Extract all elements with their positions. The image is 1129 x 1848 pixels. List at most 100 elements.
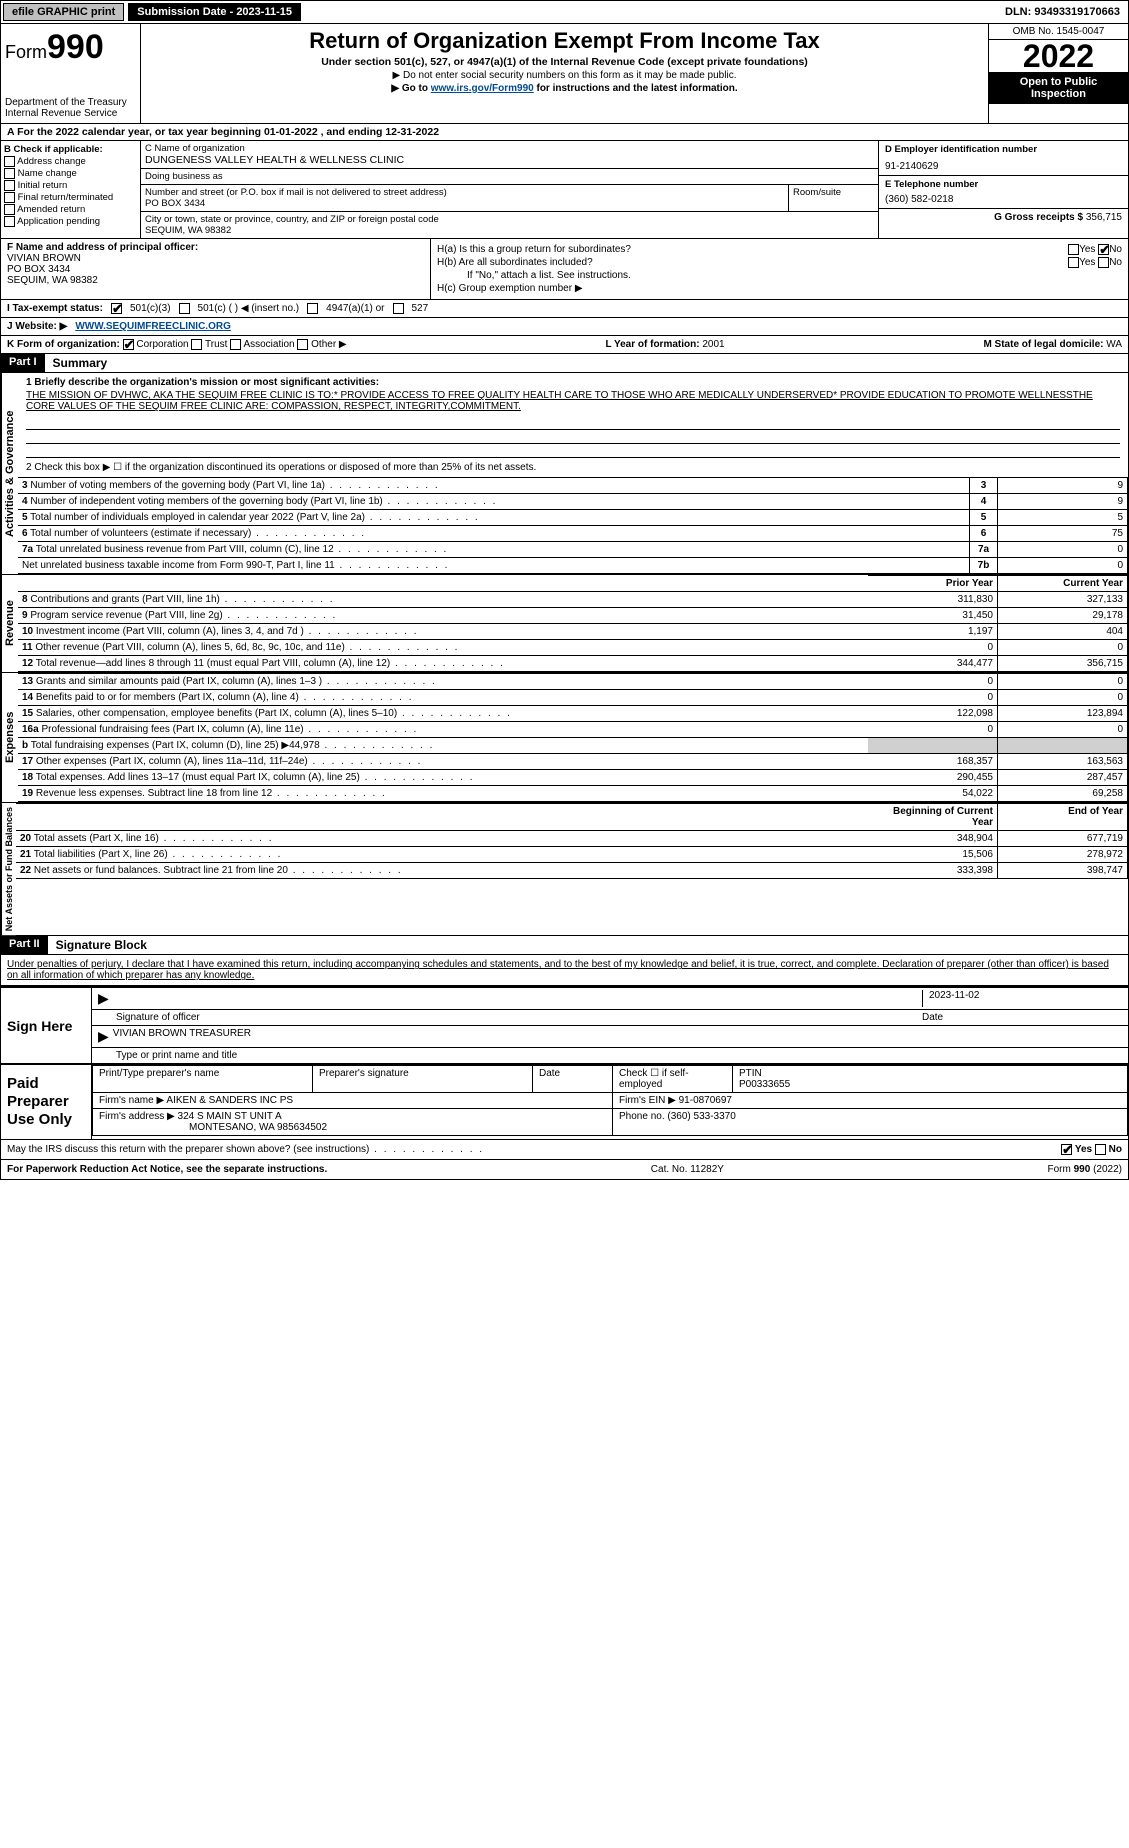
top-bar: efile GRAPHIC print Submission Date - 20…	[0, 0, 1129, 24]
discuss-text: May the IRS discuss this return with the…	[7, 1144, 484, 1155]
hdr-eoy: End of Year	[998, 804, 1128, 831]
side-revenue: Revenue	[1, 575, 18, 672]
row-klm: K Form of organization: Corporation Trus…	[0, 336, 1129, 354]
phone-label: E Telephone number	[885, 179, 1122, 190]
chk-other[interactable]	[297, 339, 308, 350]
form-header: Form990 Department of the Treasury Inter…	[0, 24, 1129, 124]
col-b-title: B Check if applicable:	[4, 144, 103, 155]
efile-button[interactable]: efile GRAPHIC print	[3, 3, 124, 21]
opt-527: 527	[412, 303, 429, 314]
preparer-table: Print/Type preparer's name Preparer's si…	[92, 1065, 1128, 1136]
prep-sig-label: Preparer's signature	[313, 1066, 533, 1093]
domicile-label: M State of legal domicile:	[983, 339, 1103, 350]
form-header-mid: Return of Organization Exempt From Incom…	[141, 24, 988, 123]
tax-status-label: I Tax-exempt status:	[7, 303, 103, 314]
sign-here-label: Sign Here	[1, 988, 91, 1063]
chk-corp[interactable]	[123, 339, 134, 350]
discuss-no-chk[interactable]	[1095, 1144, 1106, 1155]
form-header-right: OMB No. 1545-0047 2022 Open to Public In…	[988, 24, 1128, 123]
line2-checkbox: 2 Check this box ▶ ☐ if the organization…	[18, 458, 1128, 477]
prep-date-label: Date	[533, 1066, 613, 1093]
submission-date-button[interactable]: Submission Date - 2023-11-15	[128, 3, 301, 21]
sig-date-label: Date	[922, 1012, 1122, 1023]
hc-label: H(c) Group exemption number ▶	[437, 283, 1122, 294]
prep-name-label: Print/Type preparer's name	[93, 1066, 313, 1093]
row-a-text: A For the 2022 calendar year, or tax yea…	[7, 126, 439, 138]
irs-link[interactable]: www.irs.gov/Form990	[431, 83, 534, 94]
ein-value: 91-2140629	[885, 161, 1122, 172]
org-street: PO BOX 3434	[145, 198, 205, 209]
table-netassets: Beginning of Current YearEnd of Year 20 …	[16, 803, 1128, 879]
chk-name-change[interactable]: Name change	[4, 168, 137, 179]
website-link[interactable]: WWW.SEQUIMFREECLINIC.ORG	[75, 321, 231, 332]
arrow-icon: ▶	[98, 990, 109, 1007]
officer-label: F Name and address of principal officer:	[7, 242, 198, 253]
officer-sub-label: Type or print name and title	[92, 1048, 1128, 1063]
table-governance: 3 Number of voting members of the govern…	[18, 477, 1128, 574]
ha-yes[interactable]: Yes	[1079, 244, 1095, 255]
opt-501c: 501(c) ( ) ◀ (insert no.)	[198, 303, 300, 314]
dba-label: Doing business as	[145, 171, 223, 182]
officer-addr2: SEQUIM, WA 98382	[7, 275, 98, 286]
chk-527[interactable]	[393, 303, 404, 314]
chk-application-pending[interactable]: Application pending	[4, 216, 137, 227]
hb-no[interactable]: No	[1109, 257, 1122, 268]
part2-title: Signature Block	[48, 936, 1128, 954]
part1-badge: Part I	[1, 354, 45, 372]
open-inspection: Open to Public Inspection	[989, 72, 1128, 104]
col-h-group: H(a) Is this a group return for subordin…	[431, 239, 1128, 299]
form-note-ssn: ▶ Do not enter social security numbers o…	[149, 70, 980, 81]
part2-badge: Part II	[1, 936, 48, 954]
firm-phone-label: Phone no.	[619, 1111, 665, 1122]
form-subtitle: Under section 501(c), 527, or 4947(a)(1)…	[149, 56, 980, 68]
chk-address-change[interactable]: Address change	[4, 156, 137, 167]
opt-corp: Corporation	[136, 339, 188, 350]
chk-501c[interactable]	[179, 303, 190, 314]
block-fh: F Name and address of principal officer:…	[0, 239, 1129, 300]
form-header-left: Form990 Department of the Treasury Inter…	[1, 24, 141, 123]
penalty-statement: Under penalties of perjury, I declare th…	[0, 955, 1129, 986]
ein-label: D Employer identification number	[885, 144, 1122, 155]
org-name: DUNGENESS VALLEY HEALTH & WELLNESS CLINI…	[145, 154, 404, 166]
chk-trust[interactable]	[191, 339, 202, 350]
addr-label: Number and street (or P.O. box if mail i…	[145, 187, 447, 198]
chk-amended[interactable]: Amended return	[4, 204, 137, 215]
mission-label: 1 Briefly describe the organization's mi…	[26, 377, 379, 388]
part2-header-row: Part II Signature Block	[0, 936, 1129, 955]
chk-501c3[interactable]	[111, 303, 122, 314]
hdr-current-year: Current Year	[998, 576, 1128, 592]
part1-title: Summary	[45, 354, 1128, 372]
ha-no[interactable]: No	[1109, 244, 1122, 255]
paid-preparer-block: Paid Preparer Use Only Print/Type prepar…	[0, 1064, 1129, 1140]
chk-initial-return[interactable]: Initial return	[4, 180, 137, 191]
opt-assoc: Association	[243, 339, 294, 350]
hb-yes[interactable]: Yes	[1079, 257, 1095, 268]
footer-row: For Paperwork Reduction Act Notice, see …	[0, 1160, 1129, 1180]
chk-4947[interactable]	[307, 303, 318, 314]
opt-4947: 4947(a)(1) or	[326, 303, 384, 314]
form-number: 990	[47, 28, 104, 66]
discuss-yes-chk[interactable]	[1061, 1144, 1072, 1155]
note2-post: for instructions and the latest informat…	[534, 83, 738, 94]
blank-line-1	[26, 416, 1120, 430]
ptin-label: PTIN	[739, 1068, 762, 1079]
col-b-checkboxes: B Check if applicable: Address change Na…	[1, 141, 141, 238]
gross-receipts-label: G Gross receipts $	[994, 212, 1083, 223]
blank-line-2	[26, 430, 1120, 444]
firm-name: AIKEN & SANDERS INC PS	[166, 1095, 293, 1106]
chk-final-return[interactable]: Final return/terminated	[4, 192, 137, 203]
hb-note: If "No," attach a list. See instructions…	[437, 270, 1122, 281]
block-bcde: B Check if applicable: Address change Na…	[0, 141, 1129, 239]
firm-city: MONTESANO, WA 985634502	[99, 1122, 327, 1133]
chk-assoc[interactable]	[230, 339, 241, 350]
discuss-no: No	[1109, 1144, 1122, 1155]
col-c-org-info: C Name of organization DUNGENESS VALLEY …	[141, 141, 878, 238]
note2-pre: ▶ Go to	[391, 83, 430, 94]
dln-label: DLN: 93493319170663	[1005, 6, 1126, 18]
domicile-val: WA	[1106, 339, 1122, 350]
ptin-value: P00333655	[739, 1079, 790, 1090]
form-note-link: ▶ Go to www.irs.gov/Form990 for instruct…	[149, 83, 980, 94]
prep-selfemp[interactable]: Check ☐ if self-employed	[613, 1066, 733, 1093]
hdr-boy: Beginning of Current Year	[868, 804, 998, 831]
firm-addr: 324 S MAIN ST UNIT A	[178, 1111, 282, 1122]
